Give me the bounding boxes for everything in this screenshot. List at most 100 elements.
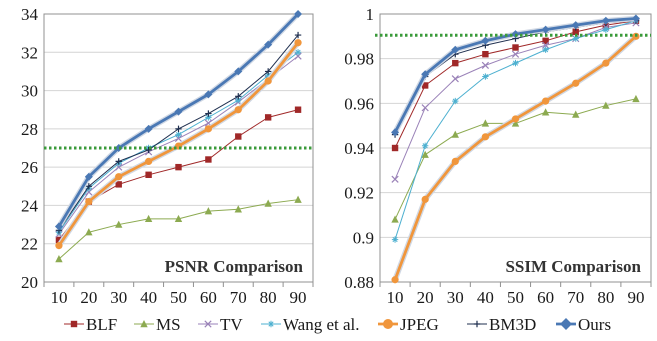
data-point: [294, 195, 302, 203]
x-tick-label: 20: [80, 288, 97, 307]
y-tick-label: 0.94: [344, 139, 374, 158]
data-point: [205, 110, 212, 117]
legend-item-ms: MS: [134, 315, 181, 334]
data-point: [421, 70, 430, 79]
legend-label: MS: [156, 315, 181, 334]
data-point: [481, 36, 490, 45]
data-point: [174, 214, 183, 223]
data-point: [542, 97, 550, 105]
data-point: [294, 49, 302, 56]
legend-item-bm3d: BM3D: [467, 315, 536, 334]
legend-label: BM3D: [489, 315, 536, 334]
legend-item-jpeg: JPEG: [378, 315, 439, 334]
legend-marker: [383, 319, 393, 329]
data-point: [115, 220, 123, 228]
legend-marker: [267, 320, 275, 328]
data-point: [572, 110, 580, 118]
legend-label: Wang et al.: [283, 315, 360, 334]
data-point: [631, 14, 640, 23]
legend-label: JPEG: [400, 315, 439, 334]
data-point: [391, 128, 400, 137]
data-point: [421, 150, 429, 158]
data-point: [264, 114, 272, 121]
data-point: [511, 115, 520, 123]
chart-title: SSIM Comparison: [505, 257, 641, 276]
data-point: [175, 131, 182, 138]
data-point: [235, 133, 242, 140]
data-point: [145, 157, 153, 165]
x-tick-label: 40: [140, 288, 157, 307]
data-point: [451, 75, 459, 83]
data-point: [84, 172, 93, 181]
data-point: [572, 35, 579, 42]
legend-label: BLF: [86, 315, 117, 334]
x-tick-label: 50: [507, 288, 524, 307]
data-point: [571, 21, 580, 30]
data-point: [54, 222, 63, 231]
data-point: [511, 119, 520, 127]
y-tick-label: 0.88: [344, 273, 374, 292]
data-point: [115, 158, 122, 165]
data-point: [391, 215, 399, 223]
data-point: [115, 181, 122, 188]
data-point: [421, 104, 429, 112]
data-point: [421, 82, 429, 89]
data-point: [144, 124, 153, 133]
plot-area-border: [379, 13, 652, 283]
y-tick-label: 34: [21, 5, 39, 24]
data-point: [235, 93, 242, 100]
x-tick-label: 10: [387, 288, 404, 307]
x-tick-label: 70: [230, 288, 247, 307]
data-point: [421, 142, 429, 149]
legend-item-ours: Ours: [556, 315, 611, 334]
data-point: [174, 107, 183, 116]
legend-item-tv: TV: [198, 315, 243, 334]
data-point: [205, 114, 212, 121]
x-tick-label: 90: [290, 288, 307, 307]
data-point: [481, 133, 489, 141]
x-tick-label: 60: [537, 288, 554, 307]
data-point: [264, 72, 272, 79]
data-point: [55, 255, 63, 263]
y-tick-label: 0.98: [344, 50, 374, 69]
y-tick-label: 0.92: [344, 184, 374, 203]
data-point: [175, 125, 182, 133]
data-point: [632, 94, 640, 103]
data-point: [294, 10, 303, 18]
x-tick-label: 60: [200, 288, 217, 307]
data-point: [512, 44, 519, 51]
legend-label: TV: [220, 315, 243, 334]
data-point: [391, 175, 399, 183]
data-point: [391, 276, 399, 284]
legend-marker: [140, 320, 148, 328]
data-point: [85, 198, 93, 206]
legend-marker: [204, 320, 212, 328]
data-point: [264, 40, 273, 49]
y-tick-label: 22: [21, 235, 38, 254]
data-point: [204, 125, 212, 133]
data-point: [542, 37, 549, 44]
data-point: [541, 25, 550, 34]
data-point: [294, 31, 302, 39]
ssim-chart: 0.88 0.9 0.92 0.94 0.96 0.98 1 10 20 30 40 50 60 70 80…: [344, 5, 652, 307]
psnr-chart: 20 22 24 26 28 30 32 34 10 20 30 40 50 60 70 80 90 PSNR C…: [21, 5, 314, 307]
y-tick-label: 20: [21, 273, 38, 292]
x-tick-label: 70: [567, 288, 584, 307]
y-tick-label: 0.96: [344, 94, 374, 113]
data-point: [264, 77, 272, 85]
data-point: [55, 242, 63, 250]
data-point: [541, 108, 550, 116]
x-tick-label: 30: [110, 288, 127, 307]
data-point: [391, 144, 399, 152]
data-point: [294, 106, 302, 113]
data-point: [451, 157, 459, 165]
data-point: [511, 50, 520, 58]
y-tick-label: 24: [21, 196, 39, 215]
data-point: [452, 97, 459, 105]
x-tick-label: 30: [447, 288, 464, 307]
legend-item-blf: BLF: [64, 315, 117, 334]
data-point: [451, 45, 460, 54]
data-point: [602, 101, 610, 109]
data-point: [85, 228, 93, 236]
